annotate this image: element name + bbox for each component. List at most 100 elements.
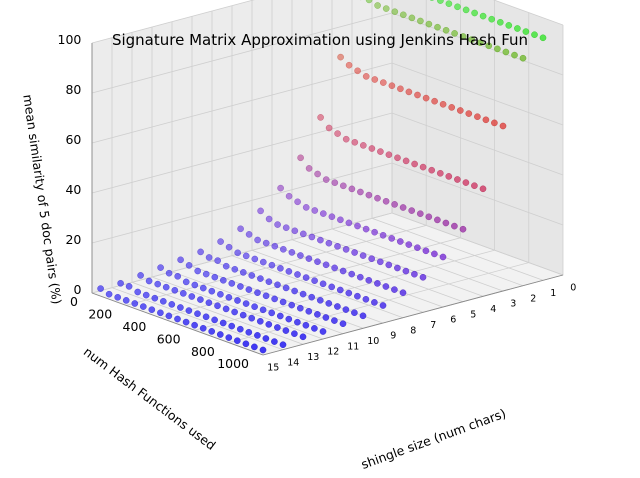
data-point — [282, 327, 290, 334]
data-point — [471, 182, 478, 190]
x-tick-label: 8 — [410, 325, 416, 336]
axis-edges — [91, 43, 564, 356]
data-point — [428, 166, 436, 174]
data-point — [354, 222, 361, 230]
data-point — [117, 279, 124, 287]
data-point — [274, 324, 281, 331]
data-point — [268, 261, 276, 269]
data-point — [422, 94, 430, 102]
data-point — [214, 302, 221, 310]
grid-line-z — [91, 162, 564, 244]
data-point — [499, 122, 507, 130]
data-point — [342, 135, 350, 143]
data-point — [197, 248, 204, 256]
data-point — [436, 169, 444, 177]
data-point — [282, 284, 290, 292]
data-point — [268, 309, 276, 317]
data-point — [339, 320, 347, 328]
data-point — [322, 261, 330, 269]
z-axis-label: mean similarity of 5 doc pairs (%) — [20, 93, 64, 305]
data-point — [314, 258, 321, 266]
data-point — [205, 254, 213, 261]
data-point — [162, 283, 170, 291]
data-point — [294, 318, 301, 326]
data-point — [319, 280, 327, 288]
data-point — [374, 280, 381, 287]
data-point — [216, 331, 224, 338]
data-point — [468, 36, 476, 43]
data-point — [365, 191, 373, 199]
grid-line-z — [91, 112, 564, 194]
data-point — [256, 317, 264, 325]
data-point — [291, 287, 298, 295]
data-point — [276, 312, 284, 320]
data-point — [342, 246, 350, 253]
data-point — [359, 252, 367, 259]
data-point — [339, 182, 347, 190]
data-point — [257, 275, 264, 282]
data-point — [145, 277, 153, 285]
data-point — [399, 289, 407, 297]
data-point — [225, 334, 233, 341]
data-point — [316, 296, 324, 304]
data-point — [245, 231, 253, 238]
data-point — [445, 0, 453, 8]
data-point — [362, 295, 370, 303]
data-point — [425, 213, 433, 221]
data-point — [471, 9, 478, 17]
data-point — [325, 124, 333, 132]
data-point — [262, 335, 270, 342]
data-point — [228, 322, 236, 330]
data-point — [265, 321, 273, 328]
data-point — [365, 276, 373, 284]
data-point — [482, 116, 490, 124]
data-point — [294, 271, 301, 278]
data-point — [348, 185, 356, 193]
data-point — [474, 113, 481, 121]
y-axis-label: num Hash Functions used — [81, 344, 219, 453]
data-point — [291, 227, 299, 235]
x-tick-label: 10 — [367, 336, 379, 347]
z-tick-label: 60 — [65, 132, 81, 147]
data-point — [154, 280, 162, 288]
data-point — [462, 6, 470, 14]
data-point — [188, 293, 196, 300]
data-point — [379, 302, 387, 309]
data-point — [465, 110, 473, 117]
data-point — [379, 79, 387, 86]
z-tick-label: 100 — [58, 32, 82, 47]
data-point — [248, 314, 256, 322]
data-point — [279, 245, 287, 253]
data-point — [279, 341, 287, 349]
z-tick-label: 40 — [65, 182, 81, 197]
x-tick-label: 15 — [267, 363, 279, 374]
data-point — [277, 184, 284, 192]
data-point — [331, 264, 338, 272]
data-point — [262, 239, 270, 247]
data-point — [334, 303, 341, 310]
data-point — [459, 225, 467, 233]
data-point — [402, 267, 410, 275]
data-point — [182, 318, 190, 326]
data-point — [494, 45, 501, 53]
data-point — [174, 272, 182, 280]
data-point — [334, 242, 341, 250]
data-point — [265, 215, 273, 223]
data-point — [308, 233, 316, 241]
data-point — [439, 100, 447, 108]
data-point — [297, 252, 304, 259]
data-point — [234, 297, 241, 304]
data-point — [351, 138, 359, 146]
data-point — [317, 114, 324, 121]
data-point — [197, 296, 204, 303]
data-point — [434, 216, 441, 224]
data-points — [97, 0, 547, 354]
data-point — [325, 239, 333, 247]
data-point — [157, 264, 164, 271]
data-point — [151, 294, 159, 302]
data-point — [194, 267, 202, 275]
data-point — [205, 299, 213, 307]
data-point — [319, 328, 327, 335]
data-point — [514, 25, 521, 32]
data-point — [405, 88, 413, 96]
